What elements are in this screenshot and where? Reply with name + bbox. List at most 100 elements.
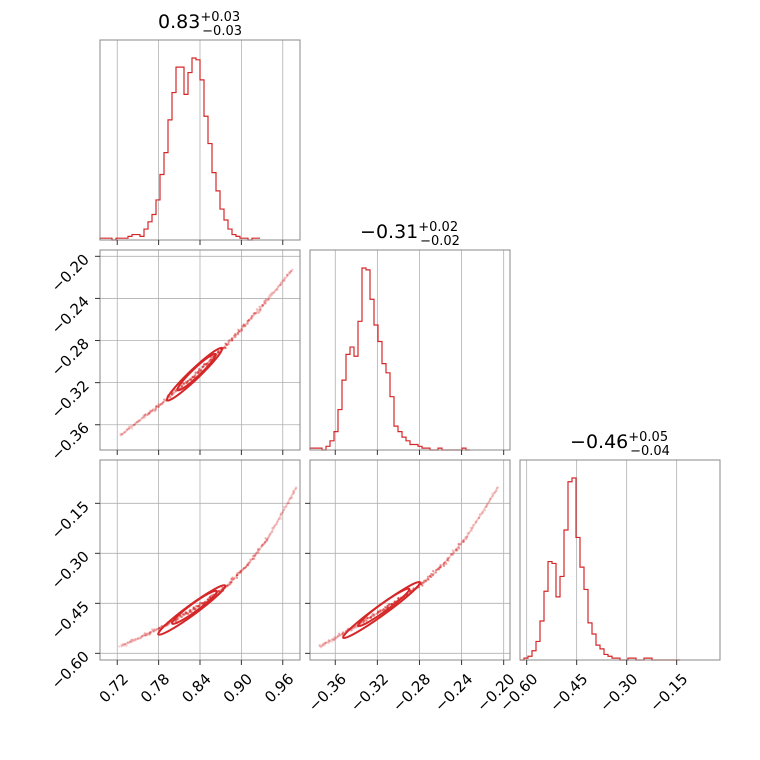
sample-point — [327, 639, 330, 642]
sample-point — [121, 432, 124, 435]
sample-point — [286, 502, 290, 505]
sample-point — [198, 368, 201, 371]
sample-point — [247, 318, 251, 321]
sample-point — [224, 342, 227, 345]
sample-point — [230, 337, 234, 340]
sample-point — [159, 402, 163, 406]
sample-point — [134, 422, 137, 425]
sample-point — [426, 577, 429, 581]
sample-point — [333, 635, 336, 638]
sample-point — [128, 640, 132, 644]
sample-point — [279, 281, 282, 284]
sample-point — [322, 642, 325, 645]
sample-point — [331, 640, 334, 643]
sample-point — [227, 343, 230, 346]
sample-point — [238, 330, 242, 333]
sample-point — [124, 642, 127, 646]
sample-point — [128, 427, 131, 430]
sample-point — [143, 416, 146, 419]
sample-point — [239, 569, 242, 572]
sample-point — [254, 312, 258, 315]
sample-point — [282, 278, 285, 281]
sample-point — [354, 626, 358, 629]
sample-point — [437, 568, 441, 571]
sample-point — [273, 524, 276, 527]
axis-p2-left-ytick-label: −0.30 — [48, 547, 93, 592]
sample-point — [226, 584, 229, 587]
sample-point — [446, 558, 449, 561]
sample-point — [139, 419, 142, 422]
axis-p2-xtick-label: −0.15 — [646, 670, 691, 715]
sample-point — [318, 644, 321, 648]
sample-point — [337, 633, 340, 636]
sample-point — [277, 517, 281, 521]
sample-point — [259, 308, 262, 311]
sample-point — [121, 433, 124, 436]
sample-point — [237, 328, 240, 331]
sample-point — [137, 419, 140, 422]
sample-point — [225, 343, 228, 346]
sample-point — [230, 581, 233, 584]
sample-point — [369, 616, 373, 619]
sample-point — [366, 616, 369, 619]
sample-point — [376, 611, 380, 614]
sample-point — [128, 640, 132, 643]
hist-panel-p0: 0.83+0.03 −0.03 — [99, 10, 301, 241]
sample-point — [446, 558, 449, 562]
sample-point — [274, 289, 277, 292]
sample-point — [252, 557, 255, 561]
sample-point — [142, 634, 145, 637]
sample-point — [236, 574, 239, 577]
sample-point — [442, 561, 446, 565]
panel-background — [310, 250, 510, 450]
sample-point — [372, 614, 376, 617]
sample-point — [478, 513, 481, 516]
sample-point — [120, 643, 123, 646]
sample-point — [338, 634, 342, 637]
sample-point — [264, 298, 268, 301]
sample-point — [237, 330, 241, 333]
sample-point — [240, 328, 243, 331]
axis-p0-xtick-label: 0.90 — [220, 670, 256, 706]
sample-point — [155, 405, 158, 408]
sample-point — [143, 413, 147, 416]
sample-point — [332, 639, 335, 642]
sample-point — [156, 627, 159, 631]
sample-point — [488, 500, 491, 503]
sample-point — [275, 287, 278, 291]
contour-level-1 — [176, 352, 217, 392]
axis-p0-xtick-label: 0.72 — [96, 670, 132, 706]
sample-point — [423, 579, 426, 582]
sample-point — [236, 331, 240, 334]
sample-point — [350, 628, 354, 632]
sample-point — [257, 551, 260, 554]
axis-p0-xtick-label: 0.78 — [137, 670, 173, 706]
sample-point — [324, 641, 327, 644]
sample-point — [125, 428, 128, 431]
sample-point — [144, 634, 147, 637]
sample-point — [352, 627, 355, 630]
sample-point — [368, 616, 371, 619]
sample-point — [152, 629, 155, 632]
sample-point — [230, 577, 233, 581]
sample-point — [332, 638, 335, 641]
sample-point — [182, 382, 185, 385]
sample-point — [223, 346, 226, 349]
sample-point — [451, 553, 454, 556]
sample-point — [327, 638, 330, 642]
sample-point — [139, 637, 143, 640]
sample-point — [180, 615, 183, 619]
sample-point — [154, 407, 158, 410]
sample-point — [226, 585, 229, 588]
sample-point — [149, 409, 152, 412]
sample-point — [371, 612, 374, 616]
sample-point — [132, 639, 135, 642]
sample-point — [318, 643, 321, 646]
sample-point — [372, 613, 376, 616]
sample-point — [428, 575, 432, 578]
sample-point — [328, 640, 331, 643]
sample-point — [180, 384, 183, 387]
axis-p1-xtick-label: −0.32 — [347, 670, 392, 715]
sample-point — [134, 639, 137, 642]
